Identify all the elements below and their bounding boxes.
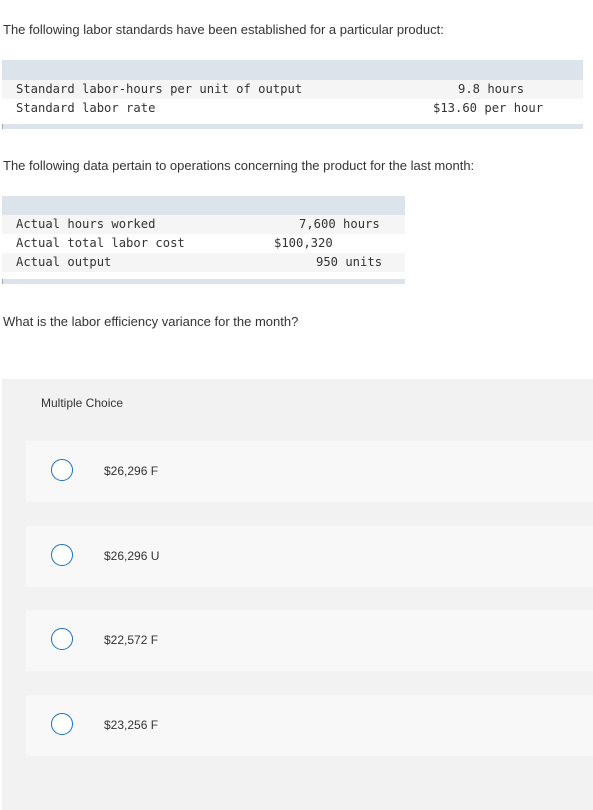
actuals-table: Actual hours worked 7,600 hours Actual t… [2, 196, 405, 288]
table-footer-band [2, 124, 583, 129]
table-row: Actual total labor cost $100,320 [2, 234, 405, 253]
row-value: 9.8 hours [458, 82, 525, 96]
radio-button-icon[interactable] [51, 459, 73, 481]
choice-option-d[interactable]: $23,256 F [26, 695, 593, 756]
question-text: What is the labor efficiency variance fo… [3, 314, 299, 329]
radio-button-icon[interactable] [51, 544, 73, 566]
multiple-choice-label: Multiple Choice [41, 396, 124, 410]
row-value: 7,600 hours [299, 217, 380, 231]
radio-button-icon[interactable] [51, 713, 73, 735]
choice-option-b[interactable]: $26,296 U [26, 526, 593, 587]
choice-option-c[interactable]: $22,572 F [26, 610, 593, 671]
choice-label: $26,296 F [104, 464, 159, 478]
table-header-band [2, 196, 405, 216]
table-footer-band [2, 279, 405, 284]
radio-button-icon[interactable] [51, 628, 73, 650]
row-value: 950 units [316, 255, 383, 269]
intro-text: The following labor standards have been … [3, 22, 444, 37]
multiple-choice-panel: Multiple Choice $26,296 F $26,296 U $22,… [2, 379, 593, 810]
row-label: Standard labor-hours per unit of output [16, 82, 303, 96]
row-value: $13.60 per hour [433, 101, 544, 115]
table-row: Standard labor rate $13.60 per hour [2, 99, 583, 118]
table-row: Actual hours worked 7,600 hours [2, 215, 405, 234]
choice-label: $23,256 F [104, 718, 159, 732]
row-label: Actual hours worked [16, 217, 156, 231]
row-label: Standard labor rate [16, 101, 156, 115]
standards-table: Standard labor-hours per unit of output … [2, 60, 583, 132]
row-label: Actual output [16, 255, 112, 269]
table-header-band [2, 60, 583, 80]
choice-option-a[interactable]: $26,296 F [26, 441, 593, 502]
row-value: $100,320 [274, 236, 333, 250]
choice-label: $26,296 U [104, 549, 160, 563]
row-label: Actual total labor cost [16, 236, 185, 250]
table-row: Actual output 950 units [2, 253, 405, 272]
choice-label: $22,572 F [104, 633, 159, 647]
table-row: Standard labor-hours per unit of output … [2, 80, 583, 99]
data-intro-text: The following data pertain to operations… [3, 158, 475, 173]
